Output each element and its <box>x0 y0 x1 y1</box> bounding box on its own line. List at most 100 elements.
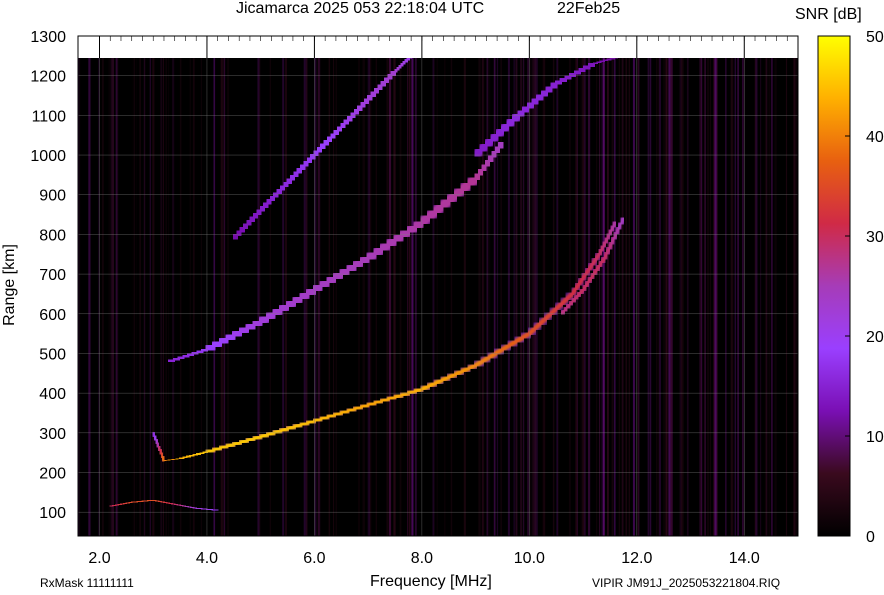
noise-streak <box>220 58 223 536</box>
noise-streak <box>434 58 435 536</box>
F-layer-upper-diffuse <box>467 58 629 164</box>
colorbar-tick-label: 20 <box>866 329 884 346</box>
y-tick-label: 100 <box>39 505 66 522</box>
noise-streak <box>132 58 135 536</box>
filename-label: VIPIR JM91J_2025053221804.RIQ <box>592 576 781 590</box>
noise-streak <box>730 58 733 536</box>
noise-streak <box>450 58 453 536</box>
noise-streak <box>557 58 559 536</box>
noise-streak <box>734 58 736 536</box>
noise-streak <box>659 58 661 536</box>
noise-streak <box>134 58 135 536</box>
noise-streak <box>704 58 706 536</box>
colorbar-tick-label: 0 <box>866 529 875 546</box>
noise-streak <box>98 58 100 536</box>
noise-streak <box>532 58 535 536</box>
noise-streak <box>358 58 360 536</box>
noise-streak <box>393 58 396 536</box>
noise-streak <box>149 58 151 536</box>
colorbar-title: SNR [dB] <box>795 6 862 23</box>
interference-column <box>669 58 671 536</box>
x-tick-label: 10.0 <box>514 550 545 567</box>
noise-streak <box>650 58 652 536</box>
noise-streak <box>737 58 739 536</box>
noise-streak <box>389 58 392 536</box>
noise-streak <box>716 58 718 536</box>
y-tick-label: 1300 <box>30 29 66 46</box>
noise-streak <box>611 58 614 536</box>
noise-streak <box>317 58 320 536</box>
noise-streak <box>496 58 499 536</box>
noise-streak <box>463 58 466 536</box>
noise-streak <box>529 58 532 536</box>
noise-streak <box>768 58 771 536</box>
noise-streak <box>699 58 702 536</box>
noise-streak <box>633 58 635 536</box>
noise-streak <box>78 58 80 536</box>
plot-title: Jicamarca 2025 053 22:18:04 UTC <box>236 0 485 17</box>
noise-streak <box>670 58 673 536</box>
noise-streak <box>221 58 224 536</box>
colorbar-tick-label: 40 <box>866 129 884 146</box>
noise-streak <box>139 58 141 536</box>
noise-streak <box>520 58 523 536</box>
noise-streak <box>369 58 371 536</box>
y-tick-label: 1000 <box>30 148 66 165</box>
noise-streak <box>543 58 546 536</box>
noise-streak <box>686 58 689 536</box>
y-tick-label: 700 <box>39 267 66 284</box>
y-tick-label: 900 <box>39 188 66 205</box>
noise-streak <box>665 58 668 536</box>
y-tick-label: 600 <box>39 307 66 324</box>
noise-streak <box>628 58 630 536</box>
noise-streak <box>370 58 372 536</box>
noise-streak <box>754 58 757 536</box>
noise-streak <box>135 58 137 536</box>
noise-streak <box>375 58 377 536</box>
noise-streak <box>709 58 711 536</box>
noise-streak <box>621 58 624 536</box>
noise-streak <box>412 58 414 536</box>
noise-streak <box>486 58 489 536</box>
noise-streak <box>637 58 640 536</box>
noise-streak <box>101 58 104 536</box>
x-tick-label: 12.0 <box>621 550 652 567</box>
noise-streak <box>584 58 586 536</box>
noise-streak <box>701 58 703 536</box>
y-tick-label: 800 <box>39 227 66 244</box>
noise-streak <box>152 58 155 536</box>
noise-streak <box>760 58 762 536</box>
noise-streak <box>742 58 744 536</box>
noise-streak <box>224 58 226 536</box>
noise-streak <box>765 58 768 536</box>
colorbar <box>817 35 851 537</box>
noise-streak <box>108 58 110 536</box>
y-tick-label: 300 <box>39 426 66 443</box>
noise-streak <box>143 58 146 536</box>
noise-streak <box>795 58 797 536</box>
noise-streak <box>713 58 715 536</box>
trace-segment <box>610 220 618 229</box>
noise-streak <box>732 58 734 536</box>
noise-streak <box>637 58 640 536</box>
F-layer-first-hop <box>147 217 621 467</box>
interference-column <box>507 58 510 536</box>
F-layer-first-hop-xmode <box>556 213 629 320</box>
noise-streak <box>386 58 389 536</box>
noise-streak <box>656 58 657 536</box>
noise-streak <box>625 58 628 536</box>
noise-streak <box>707 58 709 536</box>
noise-streak <box>534 58 537 536</box>
noise-streak <box>588 58 591 536</box>
x-tick-label: 2.0 <box>88 550 110 567</box>
noise-layer <box>78 58 797 536</box>
noise-streak <box>680 58 682 536</box>
noise-streak <box>333 58 335 536</box>
y-tick-label: 400 <box>39 386 66 403</box>
noise-streak <box>596 58 598 536</box>
noise-streak <box>407 58 409 536</box>
noise-streak <box>618 58 621 536</box>
noise-streak <box>553 58 555 536</box>
plot-date: 22Feb25 <box>557 0 621 17</box>
